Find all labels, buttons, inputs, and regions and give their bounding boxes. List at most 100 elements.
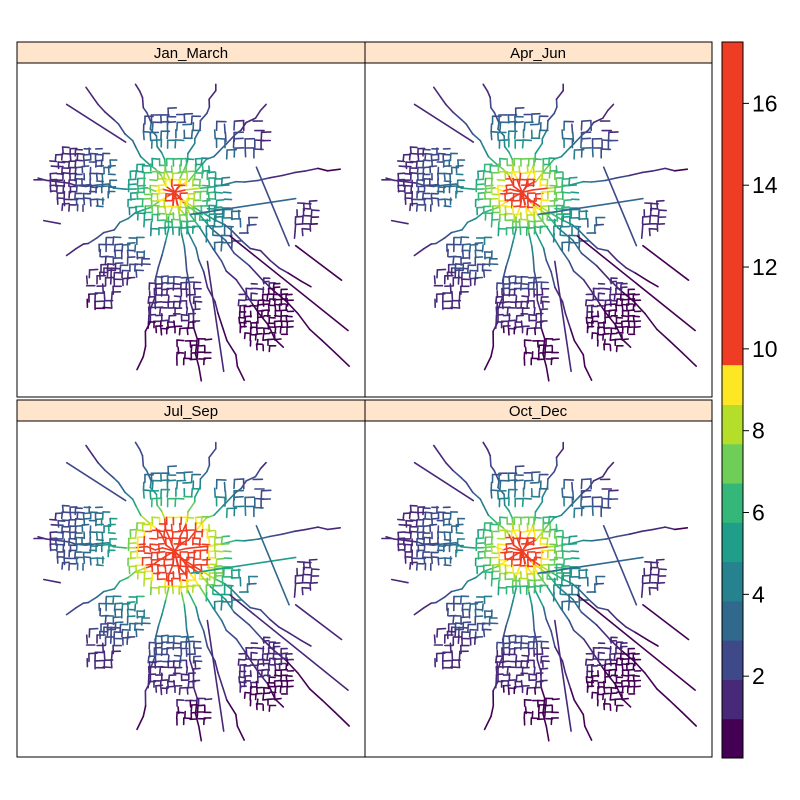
road-segment (580, 611, 598, 626)
road-segment (239, 304, 247, 307)
road-segment (537, 197, 644, 216)
road-segment (92, 96, 99, 106)
color-key-band (722, 394, 743, 406)
road-segment (503, 135, 506, 148)
road-segment (159, 666, 162, 675)
road-segment (561, 550, 571, 553)
road-segment (213, 215, 224, 218)
road-segment (83, 556, 86, 565)
road-segment (45, 538, 58, 542)
road-segment (176, 339, 185, 342)
road-segment (604, 675, 612, 678)
road-segment (151, 121, 154, 131)
road-segment (413, 247, 425, 257)
road-segment (482, 529, 485, 538)
road-segment (625, 267, 637, 274)
road-segment (505, 184, 508, 194)
road-segment (193, 327, 198, 340)
road-segment (628, 171, 643, 177)
road-segment (634, 272, 650, 283)
road-segment (110, 291, 113, 301)
road-segment (266, 293, 269, 301)
road-segment (424, 152, 427, 161)
road-segment (552, 224, 564, 228)
road-segment (560, 234, 571, 237)
road-segment (454, 269, 457, 278)
road-segment (528, 673, 537, 676)
road-segment (121, 244, 124, 253)
road-segment (625, 626, 637, 634)
road-segment (301, 586, 304, 596)
road-segment (487, 514, 499, 525)
road-segment (497, 480, 500, 489)
road-segment (74, 192, 77, 201)
road-segment (421, 192, 425, 201)
road-segment (487, 155, 499, 166)
road-segment (217, 312, 224, 330)
road-segment (468, 603, 472, 612)
road-segment (542, 712, 548, 728)
road-segment (544, 704, 553, 707)
road-segment (644, 312, 658, 331)
road-segment (497, 221, 500, 230)
road-segment (74, 517, 77, 526)
road-segment (74, 159, 84, 162)
road-segment (151, 157, 161, 160)
road-segment (424, 511, 427, 520)
road-segment (508, 510, 514, 519)
road-segment (508, 282, 511, 291)
road-segment (604, 316, 612, 319)
road-segment (532, 615, 536, 632)
road-segment (176, 351, 185, 354)
road-segment (457, 634, 460, 645)
color-key-band (722, 473, 743, 484)
road-segment (443, 564, 452, 567)
road-segment (585, 658, 594, 661)
road-segment (561, 129, 564, 140)
road-segment (204, 698, 213, 701)
road-segment (541, 287, 544, 296)
road-segment (658, 568, 668, 571)
road-segment (397, 531, 406, 534)
road-segment (496, 543, 506, 546)
road-segment (241, 599, 252, 609)
road-segment (466, 623, 470, 633)
road-segment (113, 221, 121, 231)
road-segment (160, 282, 163, 291)
road-segment (656, 581, 666, 585)
road-segment (192, 296, 195, 305)
road-segment (61, 561, 70, 564)
road-segment (208, 213, 211, 222)
road-segment (267, 304, 271, 312)
road-segment (640, 230, 644, 239)
road-segment (89, 198, 98, 201)
road-segment (494, 296, 498, 305)
road-segment (62, 172, 71, 175)
road-segment (185, 306, 189, 315)
road-segment (632, 674, 641, 678)
road-segment (657, 209, 660, 218)
road-segment (403, 539, 418, 543)
road-segment (484, 536, 487, 546)
color-key-frame (721, 41, 744, 759)
road-segment (220, 600, 223, 611)
road-segment (432, 86, 442, 99)
road-segment (415, 204, 419, 212)
road-segment (523, 121, 526, 132)
road-segment (539, 537, 549, 540)
road-segment (229, 235, 349, 332)
color-key-band (722, 512, 743, 523)
road-segment (236, 725, 245, 741)
road-segment (126, 601, 136, 604)
road-segment (452, 614, 455, 624)
road-segment (254, 467, 262, 478)
road-segment (494, 655, 498, 664)
color-key-band (722, 610, 743, 622)
road-segment (68, 182, 77, 187)
road-segment (166, 479, 177, 482)
road-segment (208, 89, 217, 101)
road-segment (555, 447, 565, 459)
road-segment (539, 178, 549, 181)
road-segment (149, 490, 152, 500)
road-segment (403, 180, 418, 184)
